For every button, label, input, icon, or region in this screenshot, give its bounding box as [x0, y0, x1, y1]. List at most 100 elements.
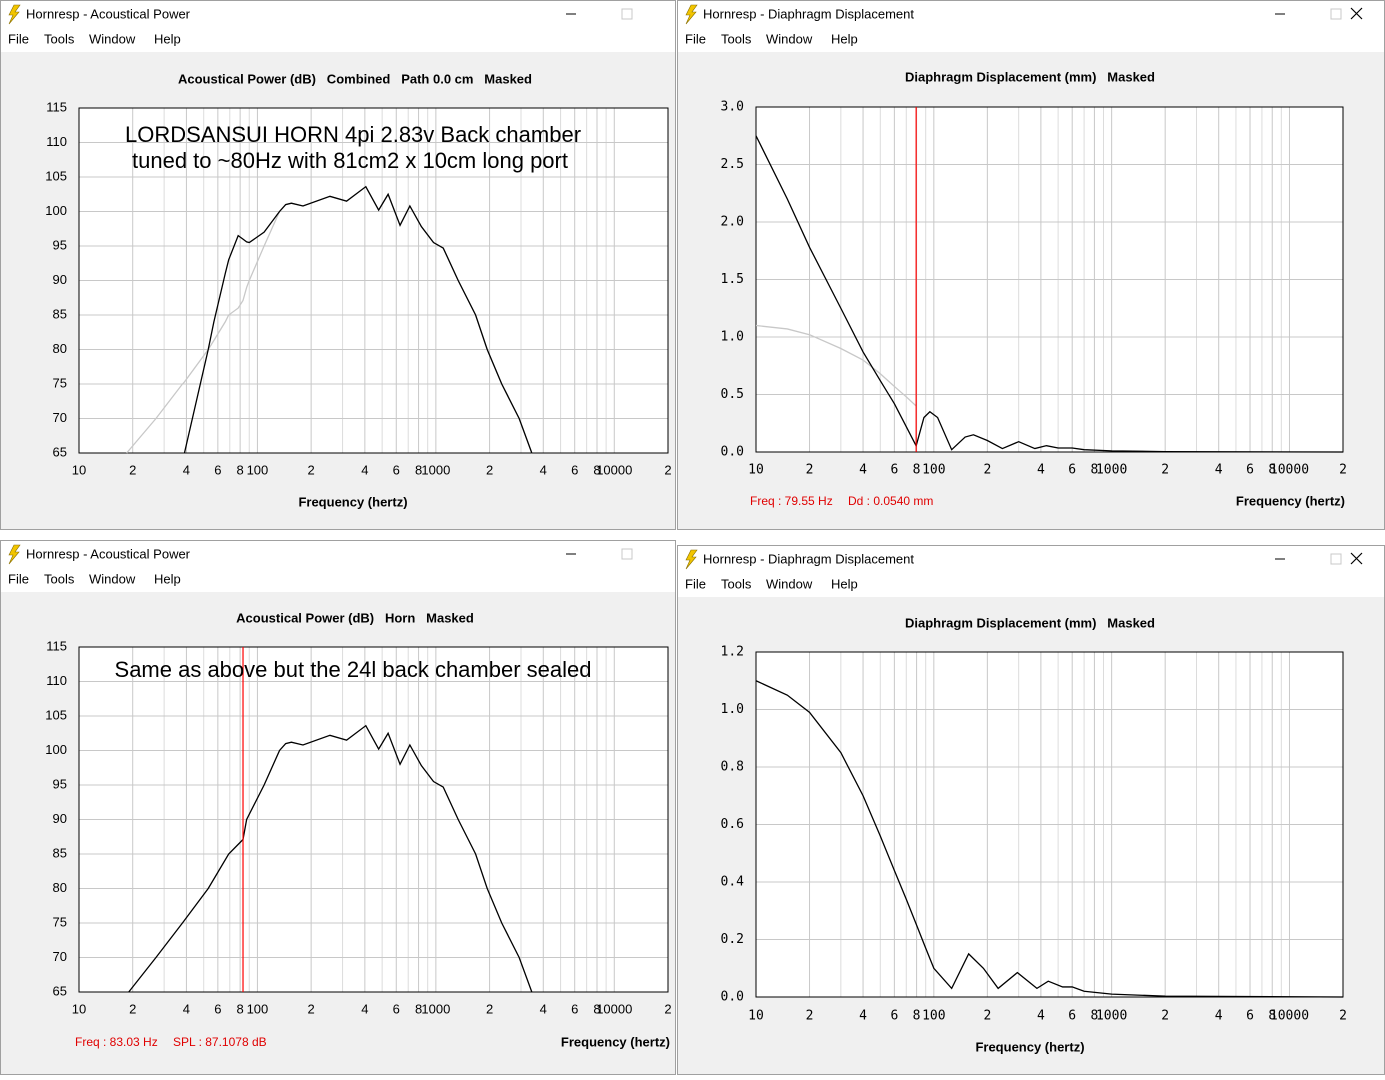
y-tick-label: 100 — [45, 203, 67, 218]
x-tick-label: 2 — [308, 1001, 315, 1016]
x-tick-label: 100 — [247, 1001, 269, 1016]
y-tick-label: 75 — [53, 375, 67, 390]
y-tick-label: 65 — [53, 983, 67, 998]
x-tick-label: 2 — [983, 463, 991, 478]
menu-item[interactable]: Tools — [721, 31, 752, 46]
title-bar — [1, 541, 675, 592]
series-line — [755, 324, 917, 407]
y-tick-label: 85 — [53, 306, 67, 321]
plot-border — [755, 106, 1344, 453]
close-button[interactable] — [1350, 552, 1363, 565]
x-tick-label: 4 — [859, 463, 867, 478]
y-tick-label: 0.0 — [721, 990, 744, 1005]
x-axis-label: Frequency (hertz) — [561, 1034, 670, 1049]
x-tick-label: 8 — [237, 462, 244, 477]
cursor-readout: Dd : 0.0540 mm — [848, 494, 933, 508]
x-tick-label: 1000 — [421, 1001, 450, 1016]
menu-item[interactable]: Help — [831, 31, 858, 46]
menu-item[interactable]: Tools — [44, 571, 75, 586]
y-tick-label: 85 — [53, 845, 67, 860]
x-tick-label: 10 — [72, 462, 86, 477]
menu-item[interactable]: Help — [831, 576, 858, 591]
x-tick-label: 100 — [247, 462, 269, 477]
x-tick-label: 8 — [593, 1001, 600, 1016]
maximize-button[interactable] — [1330, 553, 1342, 565]
cursor-readout: Freq : 79.55 Hz — [750, 494, 833, 508]
y-tick-label: 70 — [53, 949, 67, 964]
x-tick-label: 2 — [486, 1001, 493, 1016]
x-tick-label: 6 — [393, 462, 400, 477]
window-title: Hornresp - Diaphragm Displacement — [703, 6, 914, 21]
x-tick-label: 10 — [748, 1009, 764, 1024]
x-tick-label: 6 — [214, 462, 221, 477]
cursor-readout: SPL : 87.1078 dB — [173, 1035, 267, 1049]
y-tick-label: 0.2 — [721, 932, 744, 947]
y-tick-label: 75 — [53, 914, 67, 929]
y-tick-label: 95 — [53, 776, 67, 791]
x-tick-label: 2 — [129, 1001, 136, 1016]
series-line — [755, 680, 1344, 998]
x-tick-label: 2 — [664, 1001, 671, 1016]
y-tick-label: 3.0 — [721, 100, 744, 115]
y-tick-label: 90 — [53, 811, 67, 826]
x-tick-label: 4 — [1215, 463, 1223, 478]
x-tick-label: 2 — [1161, 463, 1169, 478]
x-tick-label: 6 — [571, 1001, 578, 1016]
app-icon — [685, 4, 698, 25]
series-line — [128, 724, 533, 993]
x-tick-label: 4 — [1037, 463, 1045, 478]
menu-item[interactable]: Window — [766, 576, 813, 591]
x-tick-label: 8 — [415, 462, 422, 477]
x-tick-label: 8 — [913, 463, 921, 478]
x-tick-label: 8 — [415, 1001, 422, 1016]
menu-item[interactable]: Window — [89, 571, 136, 586]
y-tick-label: 70 — [53, 410, 67, 425]
x-tick-label: 8 — [1090, 1009, 1098, 1024]
app-icon — [8, 4, 21, 25]
x-tick-label: 10000 — [1270, 463, 1309, 478]
chart-title: Acoustical Power (dB) Combined Path 0.0 … — [178, 71, 532, 86]
chart-title: Diaphragm Displacement (mm) Masked — [905, 615, 1155, 630]
title-bar — [1, 1, 675, 52]
annotation: Same as above but the 24l back chamber s… — [115, 657, 592, 682]
menu-item[interactable]: File — [685, 576, 706, 591]
menu-item[interactable]: Help — [154, 31, 181, 46]
y-tick-label: 1.0 — [721, 702, 744, 717]
plot-border — [755, 651, 1344, 998]
menu-item[interactable]: File — [8, 31, 29, 46]
x-tick-label: 4 — [183, 462, 190, 477]
x-tick-label: 6 — [890, 1009, 898, 1024]
maximize-button[interactable] — [621, 548, 633, 560]
menu-item[interactable]: Help — [154, 571, 181, 586]
x-tick-label: 10 — [748, 463, 764, 478]
menu-item[interactable]: File — [685, 31, 706, 46]
menu-item[interactable]: Tools — [44, 31, 75, 46]
x-tick-label: 6 — [1068, 463, 1076, 478]
x-axis-label: Frequency (hertz) — [1236, 493, 1345, 508]
y-tick-label: 1.0 — [721, 330, 744, 345]
y-tick-label: 2.5 — [721, 157, 744, 172]
x-tick-label: 8 — [1268, 463, 1276, 478]
x-tick-label: 2 — [664, 462, 671, 477]
menu-item[interactable]: Tools — [721, 576, 752, 591]
title-bar — [678, 1, 1384, 52]
app-icon — [685, 549, 698, 570]
x-tick-label: 100 — [922, 463, 945, 478]
x-tick-label: 6 — [393, 1001, 400, 1016]
y-tick-label: 0.8 — [721, 760, 744, 775]
y-tick-label: 65 — [53, 444, 67, 459]
annotation: tuned to ~80Hz with 81cm2 x 10cm long po… — [132, 148, 568, 173]
x-tick-label: 6 — [1246, 463, 1254, 478]
x-tick-label: 4 — [540, 1001, 547, 1016]
close-button[interactable] — [1350, 7, 1363, 20]
x-axis-label: Frequency (hertz) — [975, 1039, 1084, 1054]
maximize-button[interactable] — [621, 8, 633, 20]
plot-border — [78, 107, 669, 454]
menu-item[interactable]: Window — [89, 31, 136, 46]
menu-item[interactable]: File — [8, 571, 29, 586]
x-tick-label: 4 — [361, 1001, 368, 1016]
x-tick-label: 2 — [308, 462, 315, 477]
chart-title: Diaphragm Displacement (mm) Masked — [905, 69, 1155, 84]
maximize-button[interactable] — [1330, 8, 1342, 20]
menu-item[interactable]: Window — [766, 31, 813, 46]
